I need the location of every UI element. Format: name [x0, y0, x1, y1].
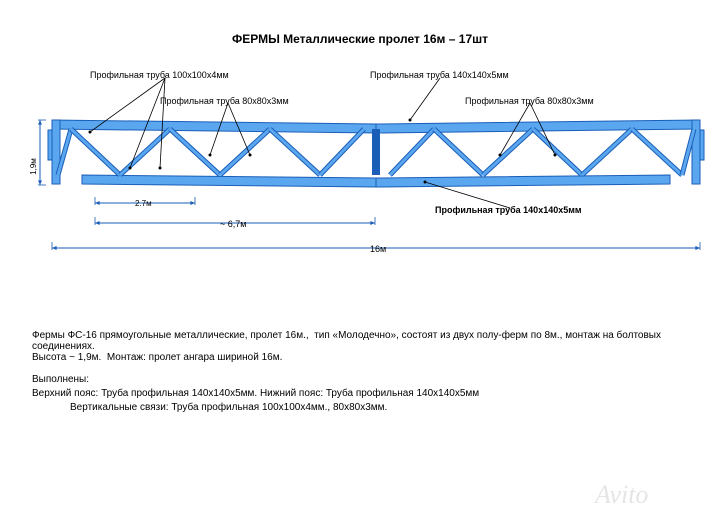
annotation-label: Профильная труба 80х80х3мм [465, 96, 594, 106]
annotation-label: 2.7м [135, 199, 152, 208]
description-line: Выполнены: [32, 374, 89, 385]
description-line: Высота ~ 1,9м. Монтаж: пролет ангара шир… [32, 352, 282, 363]
page-title: ФЕРМЫ Металлические пролет 16м – 17шт [0, 32, 720, 46]
description-line: Верхний пояс: Труба профильная 140х140х5… [32, 388, 479, 399]
annotation-label: Профильная труба 100х100х4мм [90, 70, 229, 80]
description-line: Вертикальные связи: Труба профильная 100… [70, 402, 387, 413]
annotation-label: Профильная труба 140х140х5мм [435, 205, 582, 215]
annotation-label: 1,9м [29, 158, 38, 175]
description-line: Фермы ФС-16 прямоугольные металлические,… [32, 330, 720, 352]
annotation-label: Профильная труба 140х140х5мм [370, 70, 509, 80]
annotation-label: 16м [370, 244, 386, 254]
annotation-label: Профильная труба 80х80х3мм [160, 96, 289, 106]
watermark: Avito [595, 480, 648, 510]
annotation-label: ~ 6,7м [220, 219, 246, 229]
